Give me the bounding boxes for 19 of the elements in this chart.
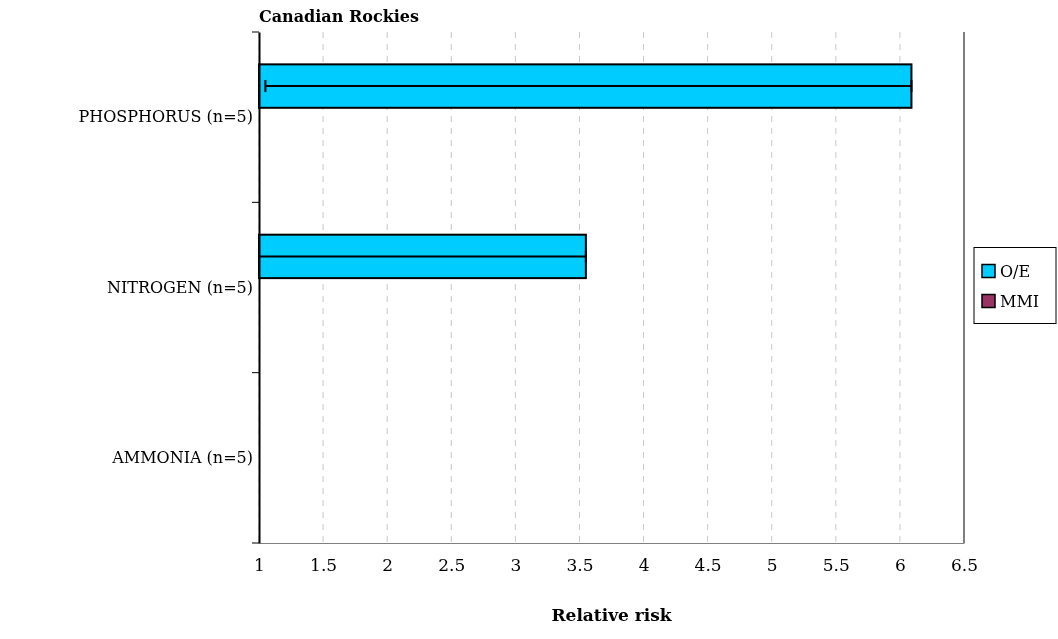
x-tick-label: 1 <box>254 555 265 576</box>
x-tick-label: 2.5 <box>438 555 466 576</box>
chart-title: Canadian Rockies <box>259 7 419 26</box>
x-tick-label: 4.5 <box>694 555 722 576</box>
legend-label: O/E <box>1000 261 1031 281</box>
x-tick-label: 2 <box>382 555 394 576</box>
x-tick-label: 1.5 <box>310 555 338 576</box>
x-tick-label: 5 <box>766 555 778 576</box>
x-tick-label: 3 <box>510 555 522 576</box>
x-tick-label: 6.5 <box>950 555 979 576</box>
legend-label: MMI <box>1000 291 1040 311</box>
x-tick-label: 5.5 <box>822 555 850 576</box>
x-axis-title: Relative risk <box>551 605 673 625</box>
x-tick-label: 3.5 <box>566 555 594 576</box>
y-tick-label: PHOSPHORUS (n=5) <box>78 107 253 127</box>
y-tick-label: NITROGEN (n=5) <box>106 277 253 297</box>
x-tick-label: 6 <box>895 555 906 576</box>
y-tick-label: AMMONIA (n=5) <box>111 447 253 467</box>
x-tick-label: 4 <box>638 555 650 576</box>
